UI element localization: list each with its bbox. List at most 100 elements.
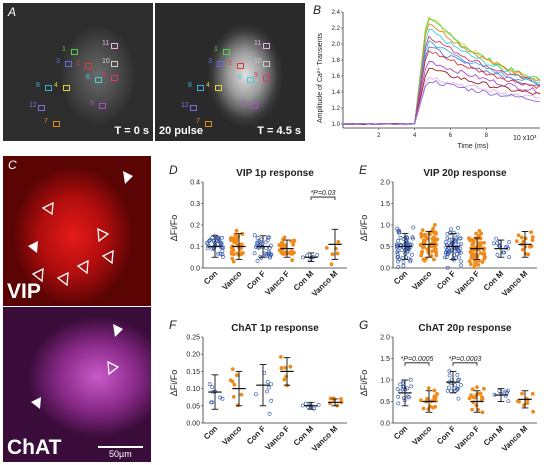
data-point (426, 386, 431, 391)
significance-label: *P=0.0003 (449, 356, 482, 363)
panel-c-vip-image: C VIP (3, 156, 151, 306)
data-point (448, 231, 453, 236)
data-point (531, 409, 536, 414)
arrowhead-open-icon (41, 201, 54, 216)
data-point (443, 255, 447, 260)
data-point (216, 241, 220, 246)
data-point (210, 385, 215, 390)
transient-line (342, 68, 541, 126)
data-point (218, 251, 223, 256)
data-point (445, 388, 450, 393)
data-point (469, 238, 474, 243)
data-point (432, 388, 437, 393)
transient-line (342, 18, 541, 125)
data-point (444, 250, 449, 255)
roi-number: 12 (29, 102, 37, 109)
roi-marker (197, 85, 204, 91)
roi-number: 1 (62, 46, 66, 53)
data-point (435, 392, 439, 396)
panel-c-label: C (8, 158, 17, 172)
data-point (239, 242, 244, 247)
data-point (396, 230, 401, 235)
data-point (205, 240, 210, 245)
y-tick-label: 0.15 (186, 369, 200, 376)
data-point (398, 382, 403, 387)
roi-number: 4 (206, 82, 210, 89)
data-point (230, 367, 235, 372)
data-point (396, 265, 401, 269)
roi-number: 12 (181, 102, 189, 109)
transient-line (342, 80, 541, 126)
x-tick-label: 2 (377, 133, 381, 139)
data-point (401, 260, 406, 265)
data-point (454, 246, 459, 251)
data-point (525, 401, 530, 406)
y-tick-label: 2.0 (332, 42, 341, 48)
roi-number: 8 (36, 82, 40, 89)
data-point (396, 248, 401, 253)
data-point (292, 238, 297, 243)
data-point (335, 251, 340, 256)
data-point (279, 243, 283, 248)
panel-title: VIP 20p response (423, 168, 507, 179)
chat-label: ChAT (7, 436, 62, 459)
data-point (491, 241, 496, 246)
data-point (529, 230, 534, 235)
data-point (282, 377, 287, 382)
data-point (444, 255, 449, 260)
data-point (426, 407, 431, 411)
data-point (421, 238, 426, 243)
category-label: Vanco (220, 269, 243, 292)
roi-number: 5 (242, 100, 246, 107)
data-point (459, 242, 464, 247)
panel-b-ylabel: Amplitude of Ca²⁺ Transients (317, 32, 324, 123)
roi-marker (263, 75, 270, 81)
y-tick-label: 0.05 (186, 403, 200, 410)
category-label: Vanco (410, 269, 433, 292)
y-tick-label: 1.0 (380, 223, 390, 230)
data-point (514, 239, 519, 244)
data-point (324, 246, 329, 250)
data-point (231, 395, 236, 399)
data-point (303, 401, 308, 406)
data-point (459, 263, 463, 268)
roi-marker (263, 43, 270, 49)
arrowhead-open-icon (56, 271, 69, 287)
category-label: Vanco M (500, 269, 530, 299)
data-point (258, 240, 263, 245)
data-point (457, 255, 461, 260)
data-point (312, 406, 317, 411)
data-point (328, 396, 333, 401)
data-point (232, 382, 237, 387)
panel-title: ChAT 20p response (418, 323, 512, 334)
data-point (443, 240, 448, 245)
data-point (287, 250, 292, 255)
data-point (339, 397, 343, 401)
data-point (396, 259, 400, 264)
data-point (265, 389, 269, 394)
data-point (269, 243, 273, 248)
data-point (216, 251, 221, 256)
data-point (221, 245, 226, 250)
data-point (507, 240, 512, 244)
data-point (471, 242, 476, 246)
roi-number: 3 (56, 58, 60, 65)
data-point (407, 395, 411, 400)
data-point (316, 403, 321, 407)
roi-marker (111, 61, 118, 67)
roi-marker (63, 85, 70, 91)
y-tick-label: 0.00 (186, 421, 200, 428)
data-point (446, 385, 451, 390)
data-point (401, 387, 405, 392)
category-label: Con F (435, 269, 457, 291)
data-point (220, 249, 225, 253)
category-label: Vanco M (310, 269, 340, 299)
roi-marker (223, 49, 230, 55)
data-point (419, 398, 423, 403)
data-point (478, 244, 483, 249)
data-point (447, 250, 451, 255)
data-point (212, 239, 216, 244)
panel-g-chart: G ChAT 20p response ΔFi/Fo 0.0 0.5 1.0 1.5 2.0 C… (359, 318, 537, 453)
data-point (431, 238, 435, 242)
roi-marker (99, 103, 106, 109)
